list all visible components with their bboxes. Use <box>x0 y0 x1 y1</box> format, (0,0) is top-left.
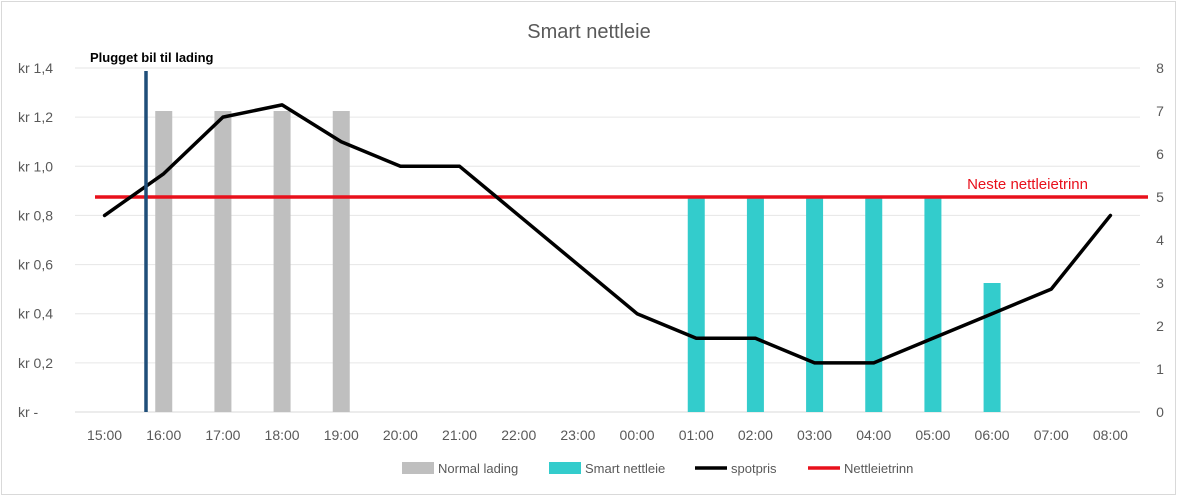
legend-label: Normal lading <box>438 461 518 476</box>
x-tick-label: 07:00 <box>1034 427 1069 443</box>
bar-normal-lading <box>155 111 173 412</box>
left-tick-label: kr 0,6 <box>18 257 53 273</box>
x-tick-label: 23:00 <box>560 427 595 443</box>
bar-normal-lading <box>273 111 291 412</box>
chart-title: Smart nettleie <box>527 21 650 43</box>
x-tick-label: 00:00 <box>620 427 655 443</box>
legend-label: Nettleietrinn <box>844 461 913 476</box>
x-tick-label: 02:00 <box>738 427 773 443</box>
legend-label: spotpris <box>731 461 777 476</box>
x-tick-label: 05:00 <box>915 427 950 443</box>
x-tick-label: 04:00 <box>856 427 891 443</box>
right-tick-label: 6 <box>1156 146 1164 162</box>
x-tick-label: 15:00 <box>87 427 122 443</box>
bars <box>155 111 1001 412</box>
bar-normal-lading <box>214 111 232 412</box>
x-tick-label: 20:00 <box>383 427 418 443</box>
legend-swatch <box>402 462 434 474</box>
x-tick-label: 17:00 <box>205 427 240 443</box>
spotpris-line <box>102 103 1113 365</box>
x-tick-label: 03:00 <box>797 427 832 443</box>
right-tick-label: 0 <box>1156 404 1164 420</box>
right-tick-label: 1 <box>1156 361 1164 377</box>
gridlines <box>75 67 1140 413</box>
bar-smart-nettleie <box>983 283 1001 412</box>
right-axis-ticks: 0 1 2 3 4 5 6 7 8 <box>1156 60 1164 420</box>
right-tick-label: 8 <box>1156 60 1164 76</box>
left-tick-label: kr 1,0 <box>18 158 53 174</box>
left-tick-label: kr 0,8 <box>18 207 53 223</box>
left-tick-label: kr 1,2 <box>18 109 53 125</box>
bar-smart-nettleie <box>865 197 883 412</box>
right-tick-label: 7 <box>1156 103 1164 119</box>
right-tick-label: 3 <box>1156 275 1164 291</box>
legend: Normal lading Smart nettleie spotpris Nettl… <box>402 461 913 476</box>
right-tick-label: 5 <box>1156 189 1164 205</box>
left-tick-label: kr - <box>18 404 39 420</box>
x-tick-label: 22:00 <box>501 427 536 443</box>
x-tick-label: 21:00 <box>442 427 477 443</box>
left-tick-label: kr 1,4 <box>18 60 53 76</box>
spotpris-line-group <box>102 103 1113 365</box>
left-tick-label: kr 0,2 <box>18 355 53 371</box>
x-axis-ticks: 15:00 16:00 17:00 18:00 19:00 20:00 21:00 22:00… <box>87 427 1128 443</box>
x-tick-label: 08:00 <box>1093 427 1128 443</box>
x-tick-label: 16:00 <box>146 427 181 443</box>
left-axis-ticks: kr - kr 0,2 kr 0,4 kr 0,6 kr 0,8 kr 1,0 kr 1,2… <box>18 60 53 420</box>
bar-smart-nettleie <box>687 197 705 412</box>
annotation-plugged-in: Plugget bil til lading <box>90 50 214 65</box>
annotation-next-tier: Neste nettleietrinn <box>967 176 1088 193</box>
right-tick-label: 2 <box>1156 318 1164 334</box>
x-tick-label: 06:00 <box>975 427 1010 443</box>
legend-swatch <box>549 462 581 474</box>
left-tick-label: kr 0,4 <box>18 306 53 322</box>
right-tick-label: 4 <box>1156 232 1164 248</box>
legend-label: Smart nettleie <box>585 461 665 476</box>
x-tick-label: 18:00 <box>265 427 300 443</box>
x-tick-label: 01:00 <box>679 427 714 443</box>
bar-smart-nettleie <box>924 197 942 412</box>
bar-smart-nettleie <box>746 197 764 412</box>
bar-normal-lading <box>332 111 350 412</box>
bar-smart-nettleie <box>806 197 824 412</box>
x-tick-label: 19:00 <box>324 427 359 443</box>
